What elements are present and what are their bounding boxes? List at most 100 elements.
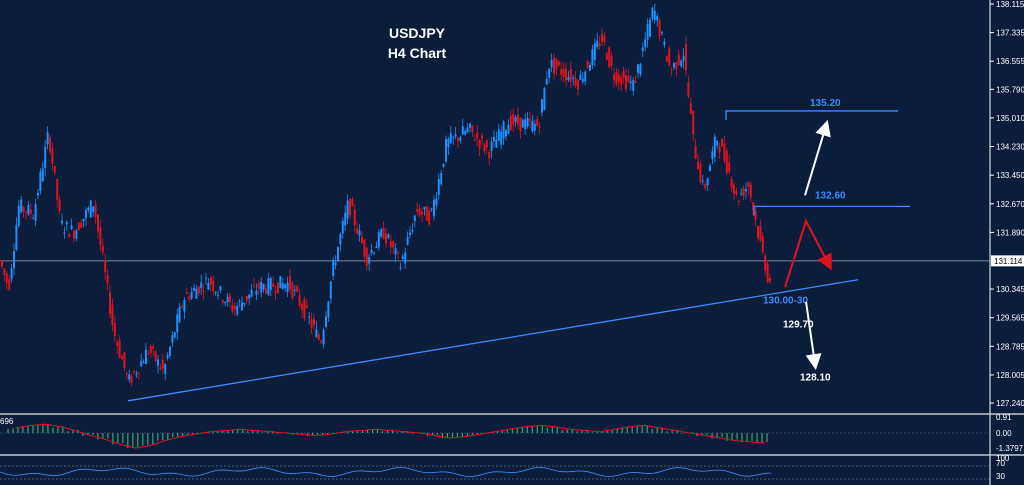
candle-body <box>173 332 176 338</box>
candle-body <box>334 262 337 266</box>
candle-body <box>757 226 759 239</box>
candle-body <box>327 301 330 318</box>
candle-body <box>394 248 397 255</box>
candle-body <box>689 103 692 114</box>
candle-body <box>673 63 675 68</box>
osc-tick-label: 0.00 <box>996 429 1012 438</box>
candle-body <box>421 211 423 215</box>
candle-body <box>25 211 27 213</box>
candle-body <box>236 305 239 315</box>
candle-body <box>754 210 757 220</box>
candle-body <box>32 218 35 220</box>
candle-body <box>207 283 210 290</box>
bullish-arrow <box>804 119 831 196</box>
candle-body <box>560 69 563 75</box>
candle-body <box>389 241 392 248</box>
y-tick-label: 133.450 <box>996 171 1024 180</box>
candle-body <box>584 71 587 82</box>
resistance-line-132-60 <box>753 205 910 216</box>
candle-body <box>668 48 671 66</box>
y-tick-label: 134.230 <box>996 143 1024 152</box>
osc-signal-line <box>15 423 765 449</box>
y-tick-label: 136.555 <box>996 57 1024 66</box>
candle-body <box>548 68 551 78</box>
candle-body <box>200 282 203 289</box>
candle-body <box>85 209 87 219</box>
candle-body <box>29 209 32 214</box>
candle-body <box>193 287 195 291</box>
candle-body <box>447 139 450 148</box>
candle-body <box>3 268 6 275</box>
candlesticks <box>1 3 771 387</box>
candle-body <box>305 305 308 308</box>
candle-body <box>709 165 711 172</box>
candle-body <box>332 259 335 277</box>
candle-body <box>454 134 457 137</box>
candle-body <box>99 227 102 246</box>
candle-body <box>197 286 200 294</box>
candle-body <box>409 232 411 236</box>
candle-body <box>747 182 750 187</box>
candle-body <box>5 273 8 284</box>
y-axis: 138.115 137.335 136.555 135.790 135.010 134.2… <box>990 0 1024 408</box>
candle-body <box>41 168 44 181</box>
candle-body <box>459 137 462 141</box>
y-tick-label: 137.335 <box>996 29 1024 38</box>
candle-body <box>39 171 42 192</box>
candle-body <box>517 114 519 125</box>
resistance-label-135-20: 135.20 <box>810 98 841 109</box>
bearish-arrow <box>784 218 832 288</box>
candle-body <box>721 138 723 147</box>
candle-body <box>382 227 385 239</box>
candle-body <box>742 188 745 197</box>
candle-body <box>152 346 155 349</box>
candle-body <box>397 252 399 254</box>
candle-body <box>241 302 243 311</box>
candle-body <box>368 256 371 264</box>
candle-body <box>692 110 695 135</box>
candle-body <box>435 198 438 206</box>
candle-body <box>73 230 75 239</box>
level-label: 130.00-30 <box>763 296 808 307</box>
candle-body <box>118 340 121 358</box>
candle-body <box>466 127 469 132</box>
y-tick-label: 132.670 <box>996 200 1024 209</box>
candle-body <box>526 118 529 127</box>
candle-body <box>469 123 471 128</box>
y-tick-label: 129.565 <box>996 314 1024 323</box>
candle-body <box>341 220 344 234</box>
candle-body <box>149 345 152 353</box>
candle-body <box>449 133 452 144</box>
osc-left-label: 696 <box>0 417 14 426</box>
candle-body <box>37 192 39 196</box>
candle-body <box>644 39 647 48</box>
candle-body <box>663 41 666 45</box>
candle-body <box>740 193 743 195</box>
candle-body <box>221 300 224 303</box>
candle-body <box>161 359 164 369</box>
candle-body <box>574 78 577 86</box>
y-tick-label: 130.345 <box>996 285 1024 294</box>
candle-body <box>500 131 503 145</box>
candle-body <box>267 277 270 295</box>
candle-body <box>634 81 637 83</box>
candle-body <box>651 7 654 19</box>
candle-body <box>490 141 493 151</box>
candle-body <box>565 68 567 81</box>
candle-body <box>135 373 138 375</box>
chart-title: USDJPY <box>389 25 446 41</box>
candle-body <box>658 19 661 37</box>
candle-body <box>82 218 85 222</box>
resistance-label-132-60: 132.60 <box>815 190 846 201</box>
candle-body <box>531 120 534 132</box>
candle-body <box>665 55 668 62</box>
y-tick-label: 135.790 <box>996 85 1024 94</box>
candle-body <box>723 143 726 161</box>
candle-body <box>502 121 505 138</box>
candle-body <box>406 237 409 245</box>
candle-body <box>653 10 656 21</box>
candle-body <box>471 125 474 132</box>
rsi-tick-label: 100 <box>996 454 1010 463</box>
candle-body <box>591 49 594 65</box>
candle-body <box>58 199 61 211</box>
